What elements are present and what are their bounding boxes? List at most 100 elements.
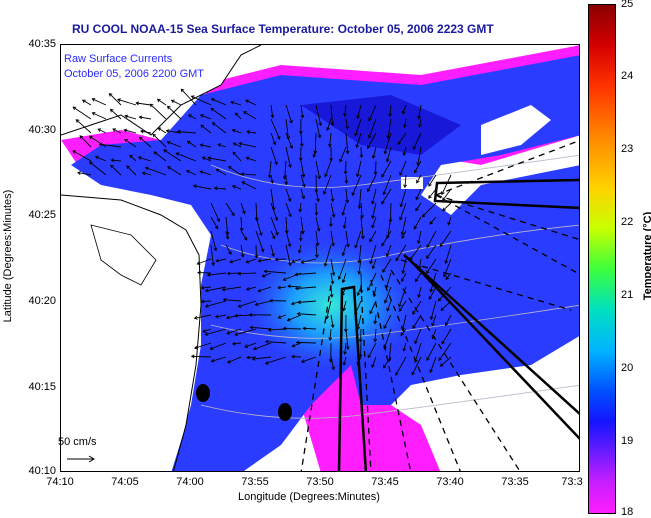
current-vector-head (400, 231, 405, 236)
current-vector (412, 314, 422, 329)
current-vector-head (301, 183, 306, 188)
current-vector (315, 244, 318, 258)
current-vector (440, 300, 452, 311)
current-vector-head (204, 332, 209, 336)
current-vector-head (228, 251, 232, 255)
current-vector-head (298, 157, 303, 162)
current-vector (369, 244, 377, 264)
current-vector-head (170, 99, 175, 104)
current-vector-head (282, 326, 287, 331)
current-vector (157, 98, 167, 106)
current-vector-head (328, 337, 333, 341)
current-vector (445, 314, 452, 326)
current-vector (250, 326, 272, 330)
current-vector (388, 342, 392, 362)
current-vector (372, 202, 377, 219)
current-vector (300, 104, 304, 118)
current-vector-head (315, 242, 320, 247)
current-vector (180, 88, 197, 106)
current-vector (315, 160, 321, 179)
current-vector-head (323, 262, 328, 267)
current-vector (232, 185, 242, 190)
current-vector-head (294, 272, 299, 277)
bay-outline (90, 224, 157, 286)
current-vector (415, 272, 422, 282)
current-vector (398, 300, 407, 312)
current-vector (258, 258, 272, 262)
current-vector (202, 328, 212, 333)
current-vector-head (248, 312, 253, 317)
current-vector-head (267, 174, 272, 179)
current-vector-head (300, 359, 305, 363)
current-vector (233, 142, 242, 148)
current-vector (240, 230, 248, 241)
current-vector (246, 157, 257, 162)
current-vector-head (274, 161, 278, 166)
current-vector-head (296, 311, 301, 316)
current-vector-head (88, 135, 93, 140)
current-vector-head (201, 156, 206, 161)
radial-lines (300, 140, 579, 471)
current-vector-head (243, 236, 248, 241)
current-vector (126, 165, 137, 176)
sst-map[interactable] (60, 44, 580, 472)
current-vector-head (274, 257, 279, 262)
current-vector (140, 130, 152, 134)
current-vector-head (110, 158, 115, 163)
current-vector-head (75, 119, 80, 123)
current-vector (225, 230, 229, 240)
current-vector (445, 244, 452, 264)
current-vector-head (318, 122, 323, 127)
current-vector (374, 328, 377, 342)
current-vector-head (345, 126, 350, 130)
current-vector-head (140, 129, 144, 134)
transect-box-south (337, 285, 368, 471)
current-vector-head (166, 105, 171, 110)
current-vector (186, 170, 197, 176)
current-vector-head (190, 95, 195, 99)
current-vector-head (175, 152, 180, 156)
current-vector-head (331, 366, 336, 371)
current-vector-head (144, 166, 149, 171)
current-vector (201, 300, 212, 303)
current-vector-head (426, 255, 430, 260)
current-vector (404, 118, 407, 128)
current-vector (205, 286, 227, 292)
current-vector-head (421, 213, 426, 218)
current-vector (225, 216, 229, 235)
current-vector-head (366, 145, 371, 150)
current-vector-head (440, 307, 445, 312)
current-vector-head (123, 128, 128, 133)
current-vector-head (372, 293, 377, 298)
current-vector-head (356, 361, 361, 366)
current-vector-head (360, 214, 364, 219)
current-vector-head (354, 132, 358, 137)
current-vector (177, 131, 197, 134)
current-vector (77, 172, 92, 176)
current-vector (270, 188, 275, 211)
current-vector-head (426, 270, 430, 275)
current-vector (124, 129, 137, 134)
current-vector-head (402, 124, 407, 129)
current-vector-head (163, 149, 167, 153)
current-vector-head (242, 210, 246, 215)
current-vector (382, 258, 392, 273)
current-vector (447, 216, 452, 225)
current-vector (295, 286, 317, 290)
current-vector-head (398, 308, 403, 312)
current-vector (360, 146, 362, 158)
current-vector-head (317, 175, 322, 180)
current-vector (246, 258, 257, 263)
current-vector (426, 342, 437, 361)
current-vector-head (317, 134, 322, 139)
current-vector-head (385, 235, 390, 239)
current-vector (401, 272, 407, 282)
current-vector (315, 104, 322, 126)
current-vector (430, 300, 437, 320)
current-vector (270, 202, 278, 221)
current-vector-head (329, 294, 334, 298)
current-vector-head (288, 262, 292, 267)
current-vector (285, 132, 293, 149)
current-vector-head (77, 171, 81, 175)
current-vector (441, 328, 452, 344)
